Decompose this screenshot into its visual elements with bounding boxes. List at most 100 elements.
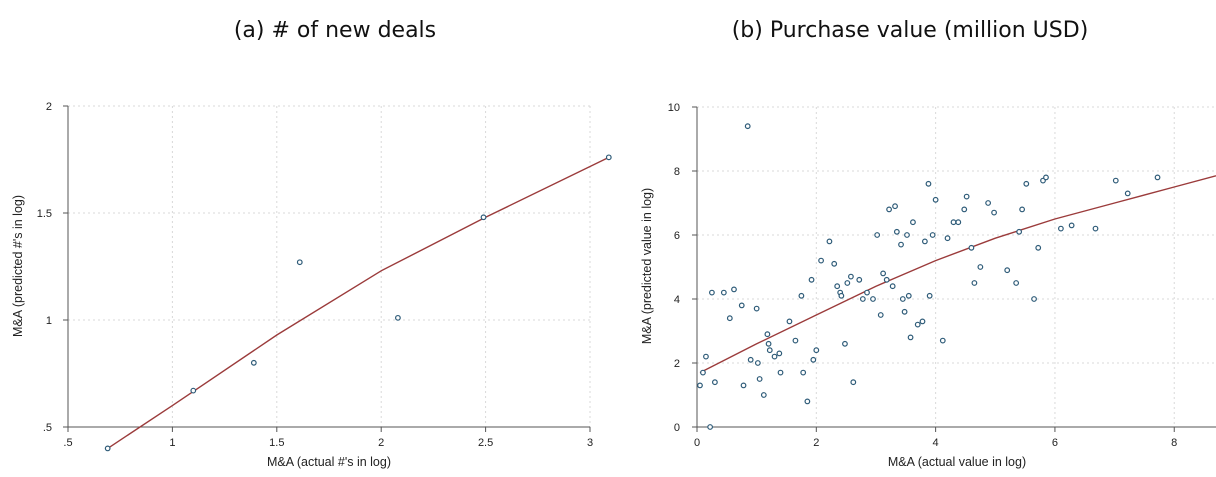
- panel-b-point-11: [744, 123, 751, 130]
- panel-b-point-44: [870, 296, 876, 302]
- panel-b-point-47: [880, 270, 887, 277]
- panel-b-point-3: [707, 424, 714, 430]
- panel-b-point-43: [864, 289, 870, 296]
- panel-b-point-1: [703, 353, 709, 360]
- panel-b-point-53: [898, 241, 904, 248]
- panel-b-x-tick-label-1: 2: [813, 437, 819, 449]
- panel-b-point-91: [1124, 190, 1131, 197]
- panel-a-points: [104, 154, 612, 452]
- panel-b-point-50: [889, 283, 896, 290]
- panel-a-point-6: [605, 154, 612, 161]
- panel-b-point-61: [919, 318, 926, 325]
- panel-b-title: (b) Purchase value (million USD): [731, 18, 1089, 43]
- panel-b-point-90: [1112, 177, 1119, 184]
- panel-b-fit-line: [699, 175, 1216, 374]
- panel-b-point-14: [754, 360, 761, 366]
- panel-b-point-28: [808, 276, 815, 283]
- panel-b-point-13: [753, 305, 760, 312]
- panel-b-point-10: [740, 382, 747, 389]
- panel-b-point-31: [818, 257, 824, 264]
- panel-a-x-axis-title: M&A (actual #'s in log): [267, 455, 391, 469]
- panel-b-point-72: [963, 193, 970, 200]
- panel-b-point-20: [771, 353, 778, 360]
- panel-b-point-25: [798, 292, 805, 299]
- panel-b-points: [697, 123, 1161, 430]
- panel-b-point-30: [813, 347, 820, 354]
- panel-b-point-46: [877, 312, 884, 318]
- panel-b-point-54: [899, 296, 906, 302]
- panel-a-point-0: [104, 445, 111, 452]
- panel-b-point-78: [1004, 267, 1011, 274]
- panel-a-x-tick-label-1: 1: [169, 437, 175, 449]
- panel-b-point-67: [939, 337, 946, 344]
- panel-b-point-45: [874, 232, 881, 238]
- panel-b-point-75: [977, 264, 984, 270]
- panel-a-fit-line: [107, 156, 610, 449]
- panel-b-point-86: [1043, 174, 1049, 181]
- panel-a-point-1: [190, 387, 197, 394]
- panel-b-point-41: [856, 276, 863, 283]
- panel-b-point-23: [786, 318, 793, 325]
- panel-b-point-80: [1016, 228, 1023, 235]
- panel-b-point-56: [904, 232, 910, 238]
- panel-b-point-27: [804, 398, 811, 405]
- panel-b-point-92: [1154, 174, 1161, 181]
- panel-b-point-19: [766, 347, 773, 354]
- panel-b-point-58: [907, 334, 914, 341]
- panel-b-point-49: [886, 206, 892, 213]
- panel-b-point-0: [697, 382, 703, 389]
- panel-b-point-26: [800, 369, 807, 376]
- panel-a-y-axis-title: M&A (predicted #'s in log): [11, 195, 25, 337]
- panel-b-point-39: [848, 273, 854, 280]
- panel-b-point-66: [932, 196, 939, 203]
- panel-b-point-52: [893, 228, 900, 235]
- panel-a-y-tick-label-3: 2: [46, 101, 52, 113]
- panel-b-point-48: [883, 276, 890, 283]
- panel-b-point-87: [1057, 225, 1064, 232]
- panel-a-x-tick-label-0: .5: [63, 437, 72, 449]
- panel-b-point-38: [844, 280, 851, 286]
- panel-b-point-69: [950, 219, 957, 226]
- panel-b-x-tick-label-3: 6: [1052, 437, 1058, 449]
- panel-b-x-tick-label-2: 4: [933, 437, 939, 449]
- panel-b-point-88: [1068, 222, 1075, 229]
- panel-b-point-81: [1019, 206, 1026, 213]
- panel-b-point-65: [929, 232, 936, 238]
- panel-b-y-tick-label-1: 2: [674, 358, 680, 370]
- panel-b-y-axis-title: M&A (predicted value in log): [640, 188, 654, 344]
- panel-b-point-4: [711, 379, 718, 386]
- panel-a-point-3: [296, 259, 303, 266]
- panel-b-point-5: [709, 289, 715, 296]
- panel-b-point-40: [850, 379, 857, 386]
- panel-b-point-68: [944, 235, 951, 242]
- panel-b-point-16: [760, 392, 767, 398]
- panel-b-point-42: [859, 296, 866, 302]
- panel-b-point-74: [971, 280, 978, 286]
- panel-b-point-82: [1023, 180, 1030, 187]
- panel-b-point-57: [905, 292, 912, 299]
- panel-a-x-tick-label-3: 2: [378, 437, 384, 449]
- panel-b-point-6: [720, 289, 727, 296]
- panel-b-point-70: [955, 219, 962, 226]
- panel-b-point-37: [842, 340, 848, 347]
- panel-b-point-79: [1013, 280, 1020, 286]
- panel-b-point-51: [892, 203, 898, 210]
- panel-b-point-29: [810, 356, 817, 363]
- panel-b-x-axis-title: M&A (actual value in log): [888, 455, 1026, 469]
- panel-b-point-9: [738, 302, 745, 309]
- panel-b-point-8: [731, 286, 737, 293]
- panel-a-x-tick-label-5: 3: [587, 437, 593, 449]
- panel-b-y-tick-label-3: 6: [674, 230, 680, 242]
- panel-b-point-59: [910, 219, 916, 226]
- panel-b-plot: 0 2 4 6 8 0 2 4 6 8 10 M&A (actual value in log) M&A…: [640, 102, 1216, 469]
- panel-b-point-77: [991, 209, 997, 216]
- panel-b-point-76: [985, 200, 992, 206]
- panel-b-point-55: [901, 308, 908, 315]
- panel-b-point-12: [747, 356, 754, 363]
- panel-b-point-83: [1031, 296, 1037, 302]
- panel-b-x-tick-label-4: 8: [1171, 437, 1177, 449]
- panel-b-point-62: [921, 238, 928, 245]
- panel-a-plot: .5 1 1.5 2 2.5 3 .5 1 1.5 2 M&A (actual #'s in log…: [11, 101, 612, 469]
- panel-a-point-5: [480, 214, 487, 221]
